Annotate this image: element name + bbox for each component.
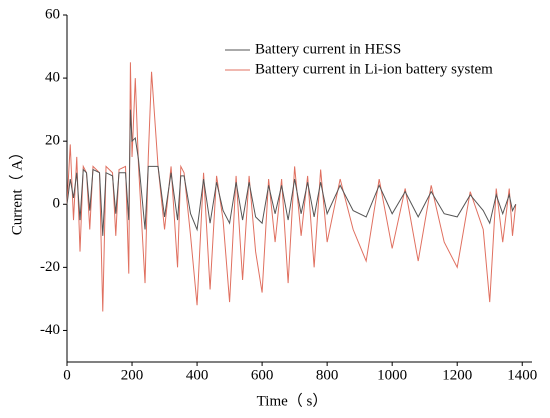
y-tick-label: 0 bbox=[53, 196, 61, 212]
x-tick-label: 200 bbox=[121, 367, 144, 383]
y-axis-label: Current（ A） bbox=[8, 145, 25, 235]
x-tick-label: 800 bbox=[316, 367, 339, 383]
x-axis-label: Time（ s） bbox=[257, 392, 328, 409]
x-tick-label: 1000 bbox=[377, 367, 407, 383]
legend-label: Battery current in HESS bbox=[255, 41, 401, 57]
x-tick-label: 400 bbox=[186, 367, 209, 383]
series-line bbox=[66, 109, 517, 236]
y-tick-label: 60 bbox=[45, 6, 60, 22]
y-tick-label: -20 bbox=[40, 259, 60, 275]
series-line bbox=[66, 62, 517, 312]
x-tick-label: 1200 bbox=[442, 367, 472, 383]
x-tick-label: 600 bbox=[251, 367, 274, 383]
y-tick-label: 20 bbox=[45, 133, 60, 149]
y-tick-label: 40 bbox=[45, 70, 60, 86]
y-tick-label: -40 bbox=[40, 322, 60, 338]
x-tick-label: 1400 bbox=[507, 367, 537, 383]
x-tick-label: 0 bbox=[63, 367, 71, 383]
legend-label: Battery current in Li-ion battery system bbox=[255, 61, 493, 77]
